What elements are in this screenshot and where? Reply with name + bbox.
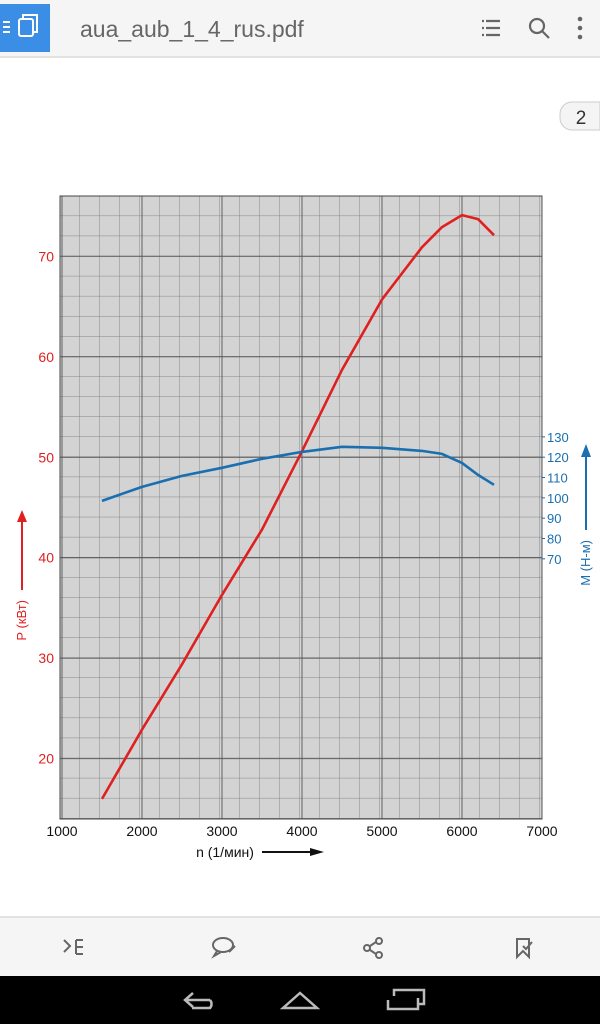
y-tick-label: 70 xyxy=(38,248,54,264)
y-tick-label: 40 xyxy=(38,550,54,566)
x-tick-label: 4000 xyxy=(286,823,317,839)
page-number: 2 xyxy=(576,108,587,129)
doc-icon[interactable] xyxy=(3,14,38,37)
document-title: aua_aub_1_4_rus.pdf xyxy=(80,16,304,42)
y2-arrowhead xyxy=(581,444,591,457)
x-tick-label: 3000 xyxy=(206,823,237,839)
minor-grid xyxy=(60,196,542,819)
divider xyxy=(0,916,600,918)
page-badge xyxy=(559,101,600,131)
x-tick-label: 1000 xyxy=(46,823,77,839)
y2-tick-label: 120 xyxy=(547,450,569,465)
y2-tick-label: 100 xyxy=(547,491,569,506)
y-arrowhead xyxy=(17,510,27,522)
y-axis-label: P (кВт) xyxy=(14,600,29,641)
y-tick-label: 30 xyxy=(38,650,54,666)
x-axis-label: n (1/мин) xyxy=(196,844,254,860)
share-button[interactable] xyxy=(363,937,383,959)
fit-button[interactable] xyxy=(63,939,83,955)
bookmark-button[interactable] xyxy=(516,938,533,960)
y2-axis-label: M (Н-м) xyxy=(578,540,593,586)
y2-tick-label: 70 xyxy=(547,552,561,567)
recents-button[interactable] xyxy=(386,988,426,1011)
y-tick-label: 60 xyxy=(38,349,54,365)
bottom-bar xyxy=(0,918,600,976)
y2-tick-label: 110 xyxy=(547,471,568,486)
more-button[interactable] xyxy=(577,16,583,40)
y2-tick-label: 90 xyxy=(547,511,561,526)
x-tick-label: 7000 xyxy=(526,823,557,839)
back-button[interactable] xyxy=(183,992,213,1010)
x-tick-label: 2000 xyxy=(126,823,157,839)
y2-tick-label: 80 xyxy=(547,531,561,546)
x-arrowhead xyxy=(310,848,324,856)
x-tick-label: 6000 xyxy=(446,823,477,839)
comment-button[interactable] xyxy=(211,937,236,959)
y2-tick-label: 130 xyxy=(547,430,569,445)
home-button[interactable] xyxy=(279,991,321,1010)
chart: 1000 2000 3000 4000 5000 6000 7000 20 30 40 50 60 70… xyxy=(14,196,593,860)
search-button[interactable] xyxy=(528,17,550,39)
divider xyxy=(0,56,600,58)
y-tick-label: 20 xyxy=(38,751,54,767)
series-line xyxy=(101,445,495,503)
outline-button[interactable] xyxy=(482,19,500,37)
x-tick-label: 5000 xyxy=(366,823,397,839)
series-line xyxy=(100,213,495,800)
y-tick-label: 50 xyxy=(38,449,54,465)
nav-bar xyxy=(0,976,600,1024)
